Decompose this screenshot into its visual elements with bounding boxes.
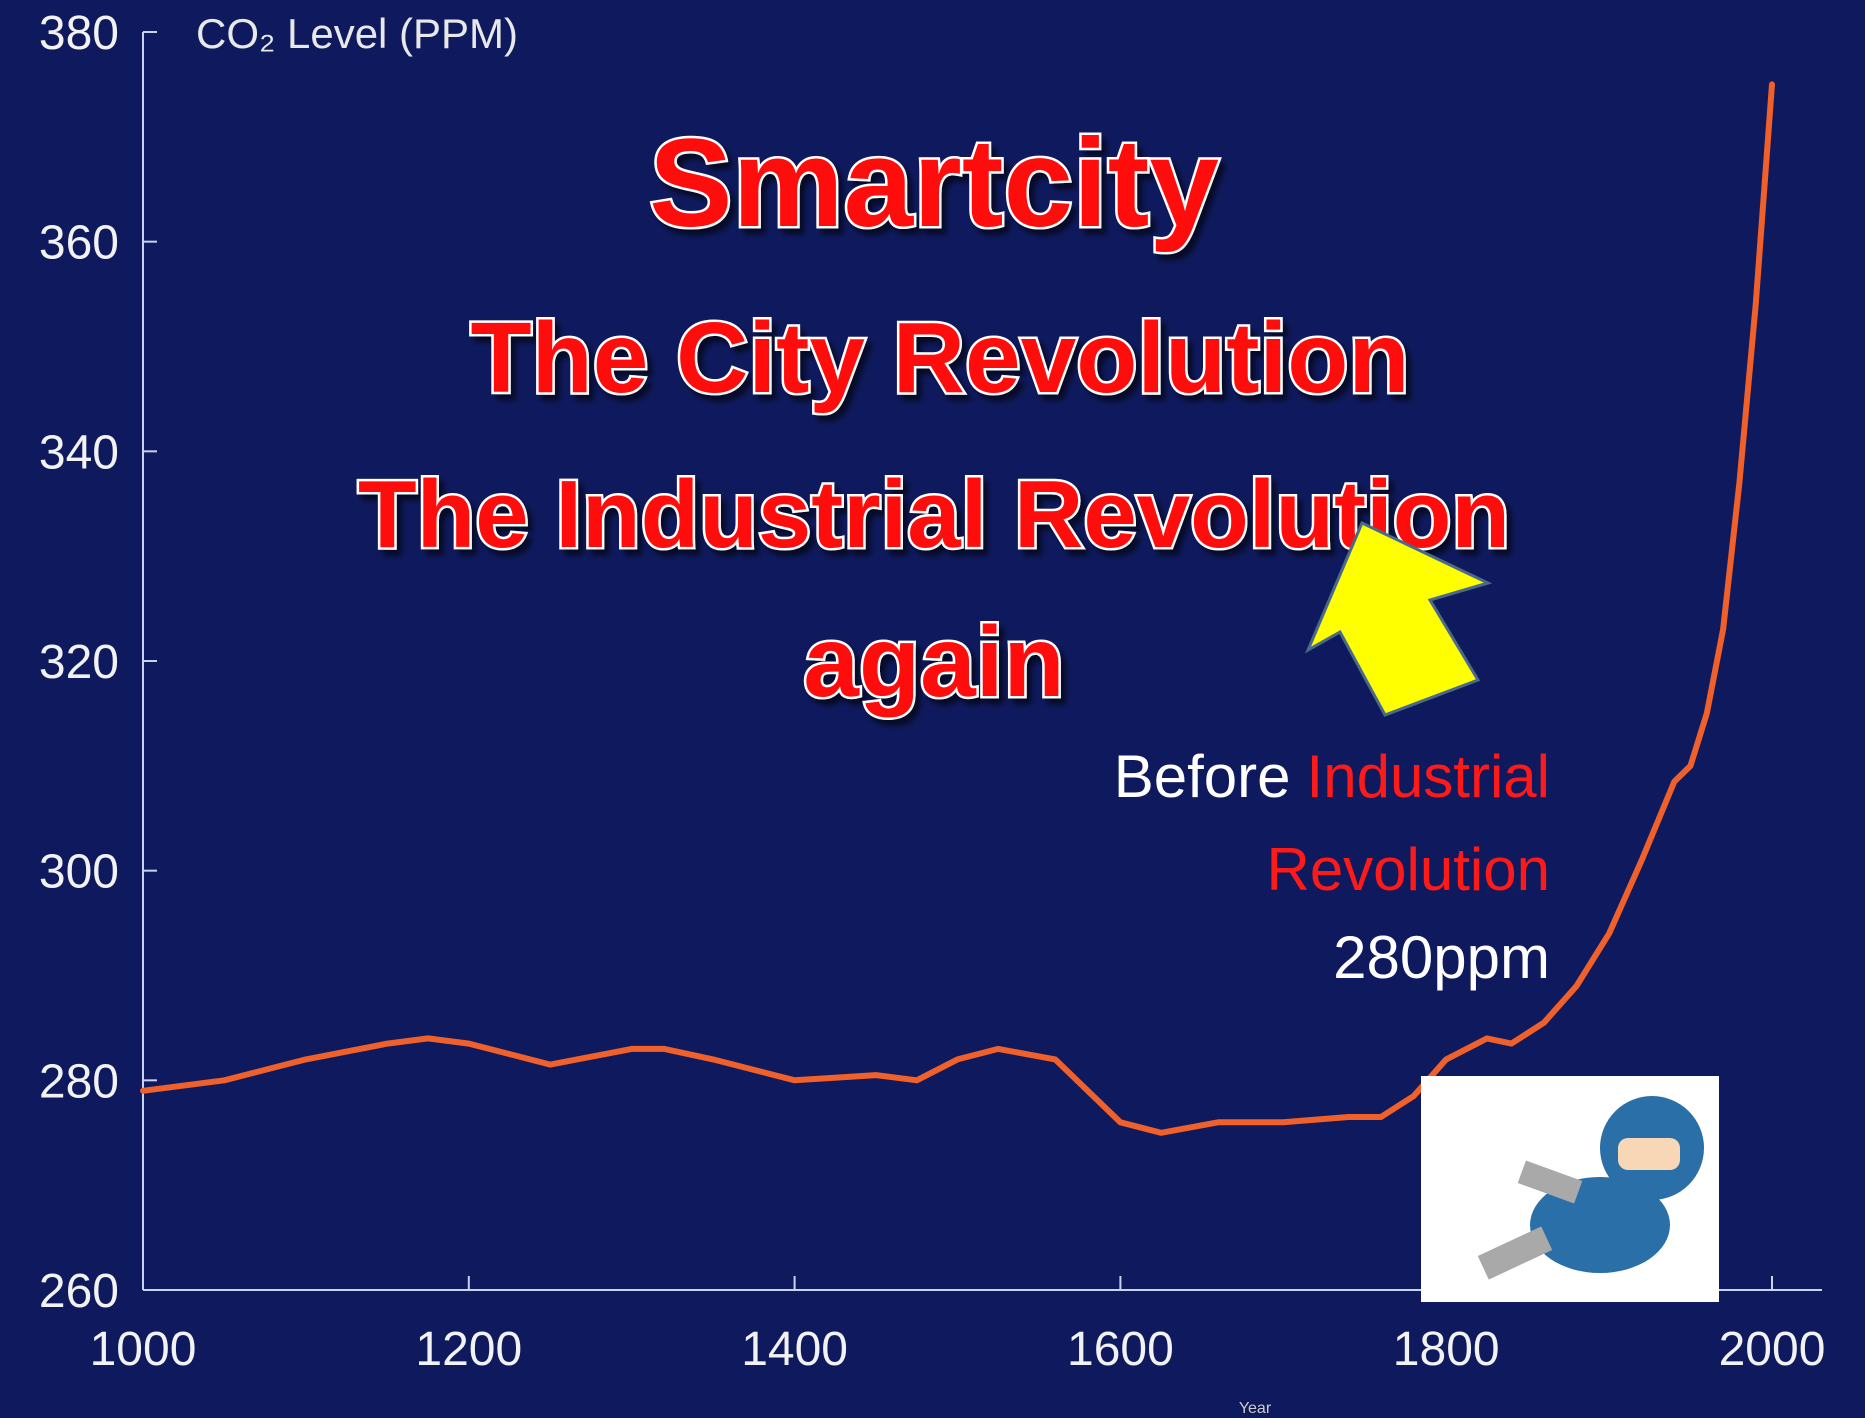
headline-text: again bbox=[803, 606, 1064, 718]
note-industrial: Industrial bbox=[1307, 743, 1550, 810]
y-tick-label: 260 bbox=[39, 1265, 119, 1318]
y-tick-label: 340 bbox=[39, 426, 119, 479]
note-ppm: 280ppm bbox=[1333, 924, 1550, 991]
co2-line bbox=[140, 81, 1775, 1136]
y-axis-label: CO₂ Level (PPM) bbox=[196, 10, 518, 57]
arrow bbox=[1304, 520, 1493, 717]
x-tick-label: 2000 bbox=[1719, 1323, 1826, 1376]
plot: 260 280 300 320 340 360 380 1000 1200 1400 1600 180… bbox=[39, 7, 1825, 1376]
headline-text: The Industrial Revolution bbox=[358, 461, 1510, 568]
headline-text: Smartcity bbox=[649, 114, 1219, 253]
x-tick-label: 1400 bbox=[741, 1323, 848, 1376]
y-tick-label: 380 bbox=[39, 7, 119, 60]
x-tick-label: 1000 bbox=[90, 1323, 197, 1376]
note-revolution: Revolution bbox=[1266, 836, 1550, 903]
ninja-body bbox=[1530, 1177, 1670, 1273]
note: Before Industrial bbox=[1114, 743, 1550, 810]
x-axis-label: Year bbox=[1239, 1400, 1272, 1417]
ninja-leg bbox=[1477, 1226, 1553, 1280]
headline: Smartcity The City Revolution The Indust… bbox=[355, 112, 1512, 721]
ninja-arm bbox=[1517, 1160, 1583, 1204]
y-tick-label: 280 bbox=[39, 1055, 119, 1108]
ninja-illustration bbox=[1421, 1076, 1719, 1302]
note-before: Before bbox=[1114, 743, 1291, 810]
y-tick-label: 320 bbox=[39, 636, 119, 689]
ninja-face bbox=[1618, 1138, 1680, 1170]
x-tick-label: 1200 bbox=[415, 1323, 522, 1376]
y-tick-label: 360 bbox=[39, 217, 119, 270]
x-tick-label: 1800 bbox=[1393, 1323, 1500, 1376]
headline-text: The City Revolution bbox=[471, 302, 1410, 414]
y-tick-label: 300 bbox=[39, 846, 119, 899]
x-tick-label: 1600 bbox=[1067, 1323, 1174, 1376]
